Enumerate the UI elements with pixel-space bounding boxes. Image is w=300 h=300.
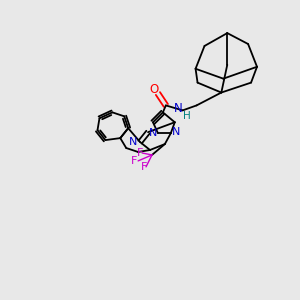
Text: H: H bbox=[183, 111, 190, 121]
Text: N: N bbox=[149, 128, 157, 138]
Text: F: F bbox=[131, 156, 137, 166]
Text: O: O bbox=[149, 83, 159, 96]
Text: N: N bbox=[172, 127, 180, 137]
Text: N: N bbox=[174, 102, 183, 115]
Text: F: F bbox=[141, 162, 147, 172]
Text: F: F bbox=[137, 148, 143, 158]
Text: N: N bbox=[129, 137, 137, 147]
